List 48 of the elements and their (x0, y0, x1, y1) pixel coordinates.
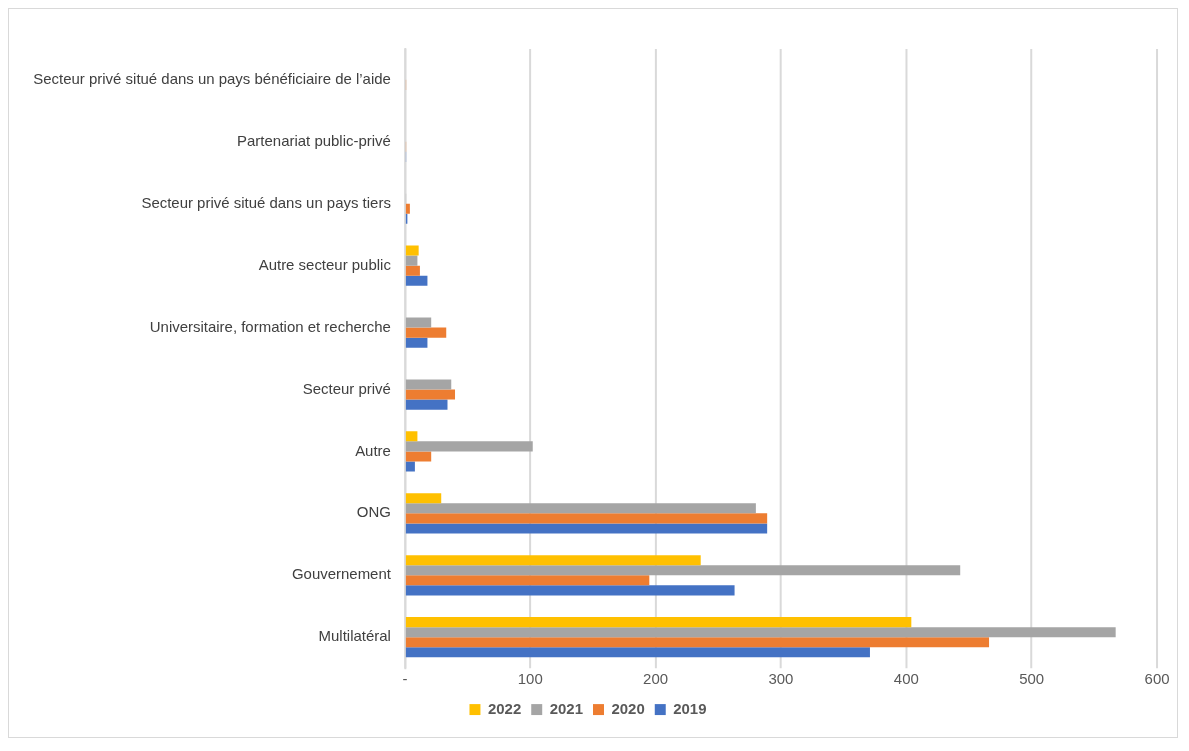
bar (405, 265, 420, 276)
bar (405, 441, 533, 452)
bar (405, 585, 735, 596)
x-tick-label: 500 (1019, 670, 1045, 688)
bar (405, 513, 768, 524)
bar (405, 203, 410, 214)
legend-label: 2019 (673, 699, 707, 717)
bar (405, 431, 418, 442)
bar (405, 317, 432, 328)
bar (405, 255, 418, 266)
y-tick-label: Secteur privé situé dans un pays bénéficiaire de l’aide (33, 69, 391, 87)
bar (405, 245, 419, 256)
bar (405, 399, 448, 410)
bar (405, 555, 701, 566)
bar (405, 493, 442, 504)
legend-label: 2022 (487, 699, 522, 717)
y-tick-label: Autre secteur public (258, 255, 392, 273)
bar (405, 627, 1116, 638)
bar (405, 337, 428, 348)
y-tick-label: Secteur privé situé dans un pays tiers (141, 193, 391, 211)
bar (405, 451, 432, 462)
y-tick-label: Autre (355, 441, 391, 459)
x-tick-label: 100 (517, 670, 543, 688)
bar (405, 617, 912, 628)
bar (405, 327, 447, 338)
y-tick-label: Secteur privé (302, 379, 391, 397)
x-tick-label: 600 (1144, 670, 1170, 688)
bar (405, 389, 456, 400)
bar (405, 275, 428, 286)
x-tick-label: 300 (768, 670, 794, 688)
bar (405, 647, 870, 658)
x-tick-label: 200 (643, 670, 669, 688)
x-tick-label: - (402, 670, 408, 688)
bar (405, 575, 650, 586)
bar (405, 379, 452, 390)
legend-label: 2020 (611, 699, 645, 717)
bar (405, 565, 961, 576)
x-tick-label: 400 (893, 670, 919, 688)
legend-label: 2021 (549, 699, 583, 717)
bar (405, 461, 415, 472)
y-tick-label: Multilatéral (318, 627, 391, 645)
y-tick-label: Universitaire, formation et recherche (149, 317, 391, 335)
bar (405, 523, 768, 534)
bar (405, 503, 756, 514)
y-tick-label: ONG (356, 503, 391, 521)
bar (405, 637, 990, 648)
y-tick-label: Gouvernement (291, 565, 392, 583)
y-tick-label: Partenariat public-privé (237, 131, 391, 149)
